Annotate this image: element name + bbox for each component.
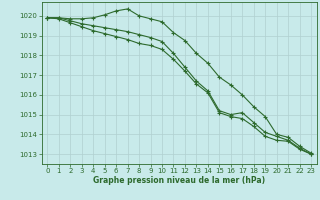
X-axis label: Graphe pression niveau de la mer (hPa): Graphe pression niveau de la mer (hPa) — [93, 176, 265, 185]
